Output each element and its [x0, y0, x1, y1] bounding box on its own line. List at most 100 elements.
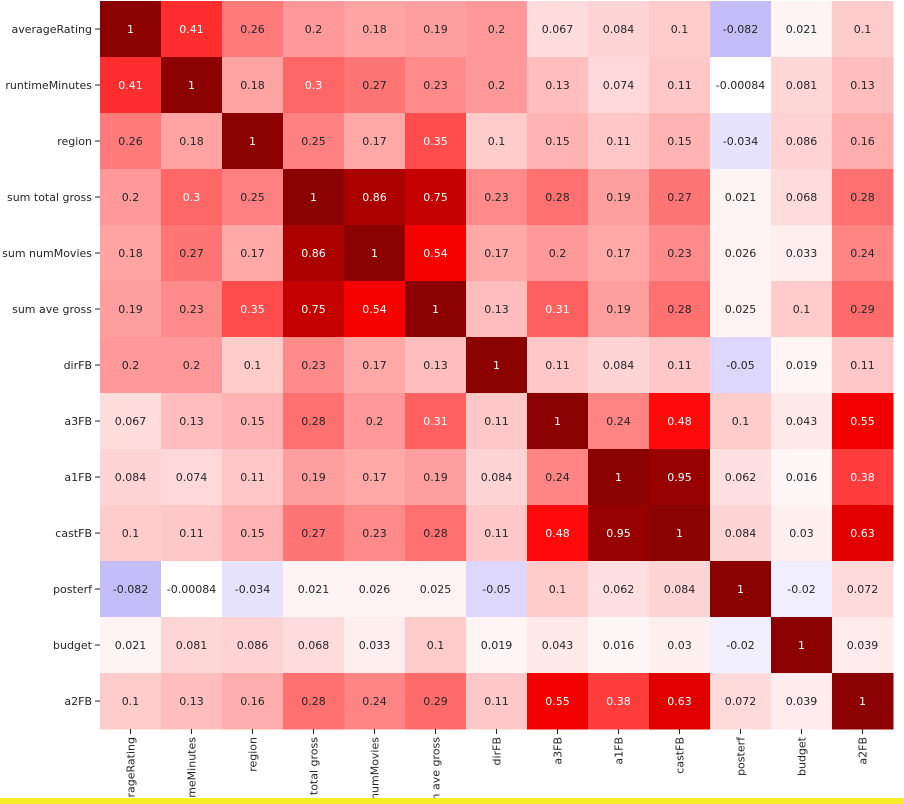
heatmap-cell — [283, 1, 345, 58]
heatmap-cell — [222, 169, 284, 226]
heatmap-cell — [283, 113, 345, 170]
heatmap-cell — [710, 673, 772, 730]
cell-value-label: 0.068 — [298, 639, 330, 652]
heatmap-cell — [710, 561, 772, 618]
cell-value-label: 0.38 — [850, 471, 875, 484]
cell-value-label: 0.067 — [542, 23, 574, 36]
cell-value-label: 0.11 — [484, 527, 509, 540]
heatmap-cell — [466, 673, 528, 730]
heatmap-cell — [588, 449, 650, 506]
cell-value-label: 0.27 — [179, 247, 204, 260]
x-tick-label: posterf — [735, 736, 748, 776]
cell-value-label: 0.41 — [118, 79, 143, 92]
heatmap-cell — [710, 393, 772, 450]
heatmap-cell — [283, 505, 345, 562]
y-tick-label: castFB — [55, 527, 92, 540]
heatmap-cell — [161, 393, 223, 450]
heatmap-cell — [100, 561, 162, 618]
heatmap-cell — [527, 393, 589, 450]
cell-value-label: 0.039 — [786, 695, 818, 708]
cell-value-label: 0.062 — [725, 471, 757, 484]
heatmap-cell — [100, 505, 162, 562]
heatmap-cell — [283, 393, 345, 450]
cell-value-label: 1 — [615, 471, 622, 484]
cell-value-label: 0.2 — [549, 247, 567, 260]
cell-value-label: 0.11 — [179, 527, 204, 540]
heatmap-cell — [344, 225, 406, 282]
cell-value-label: 0.19 — [606, 303, 631, 316]
cell-value-label: 0.15 — [240, 415, 265, 428]
cell-value-label: 1 — [249, 135, 256, 148]
cell-value-label: 0.1 — [122, 695, 140, 708]
cell-value-label: 0.1 — [732, 415, 750, 428]
cell-value-label: 1 — [737, 583, 744, 596]
heatmap-cell — [527, 225, 589, 282]
cell-value-label: -0.00084 — [167, 583, 216, 596]
cell-value-label: 1 — [676, 527, 683, 540]
cell-value-label: 0.039 — [847, 639, 879, 652]
heatmap-cell — [588, 169, 650, 226]
heatmap-cell — [649, 561, 711, 618]
cell-value-label: 0.18 — [240, 79, 265, 92]
heatmap-cell — [283, 169, 345, 226]
y-tick-label: a2FB — [64, 695, 92, 708]
cell-value-label: -0.00084 — [716, 79, 765, 92]
heatmap-cell — [588, 617, 650, 674]
cell-value-label: 0.084 — [725, 527, 757, 540]
heatmap-cell — [405, 281, 467, 338]
cell-value-label: 0.16 — [850, 135, 875, 148]
column-labels: erageRating meMinutes region n total gross n… — [125, 729, 870, 804]
heatmap-cell — [100, 337, 162, 394]
cell-value-label: 0.021 — [786, 23, 818, 36]
cell-value-label: -0.05 — [726, 359, 754, 372]
heatmap-cell — [710, 57, 772, 114]
cell-value-label: 0.17 — [606, 247, 631, 260]
heatmap-cell — [771, 561, 833, 618]
y-tick-label: sum ave gross — [12, 303, 92, 316]
cell-value-label: 1 — [859, 695, 866, 708]
heatmap-cell — [649, 113, 711, 170]
cell-value-label: 0.11 — [484, 415, 509, 428]
cell-value-label: 0.016 — [786, 471, 818, 484]
heatmap-cell — [405, 505, 467, 562]
y-tick-label: sum numMovies — [2, 247, 92, 260]
cell-value-label: 0.26 — [118, 135, 143, 148]
heatmap-cell — [161, 505, 223, 562]
x-tick-label: n ave gross — [430, 737, 443, 801]
heatmap-cell — [161, 57, 223, 114]
x-tick-label: dirFB — [491, 737, 504, 765]
cell-value-label: 0.38 — [606, 695, 631, 708]
heatmap-cell — [710, 449, 772, 506]
heatmap-cell — [100, 617, 162, 674]
heatmap-cell — [344, 673, 406, 730]
heatmap-cell — [161, 673, 223, 730]
x-tick-label: castFB — [674, 737, 687, 774]
cell-value-label: 0.11 — [484, 695, 509, 708]
cell-value-label: 0.31 — [423, 415, 448, 428]
heatmap-cells: 1 0.41 0.26 0.2 0.18 0.19 0.2 0.067 0.084 0.1 -0.0… — [100, 1, 894, 730]
heatmap-cell — [161, 561, 223, 618]
heatmap-cell — [771, 281, 833, 338]
cell-value-label: 0.29 — [423, 695, 448, 708]
heatmap-cell — [832, 337, 894, 394]
heatmap-cell — [466, 337, 528, 394]
heatmap-cell — [344, 281, 406, 338]
x-tick-label: n total gross — [308, 737, 321, 804]
heatmap-cell — [161, 225, 223, 282]
cell-value-label: 0.11 — [667, 79, 692, 92]
heatmap-cell — [222, 1, 284, 58]
heatmap-cell — [222, 337, 284, 394]
cell-value-label: 0.086 — [786, 135, 818, 148]
cell-value-label: 0.24 — [606, 415, 631, 428]
cell-value-label: 0.11 — [606, 135, 631, 148]
cell-value-label: 1 — [493, 359, 500, 372]
x-tick-label: numMovies — [369, 737, 382, 800]
heatmap-cell — [100, 225, 162, 282]
cell-value-label: 0.1 — [122, 527, 140, 540]
cell-value-label: 0.86 — [362, 191, 387, 204]
heatmap-cell — [771, 337, 833, 394]
cell-value-label: 0.28 — [423, 527, 448, 540]
cell-value-label: 0.95 — [606, 527, 631, 540]
y-tick-label: budget — [53, 639, 93, 652]
heatmap-cell — [100, 1, 162, 58]
